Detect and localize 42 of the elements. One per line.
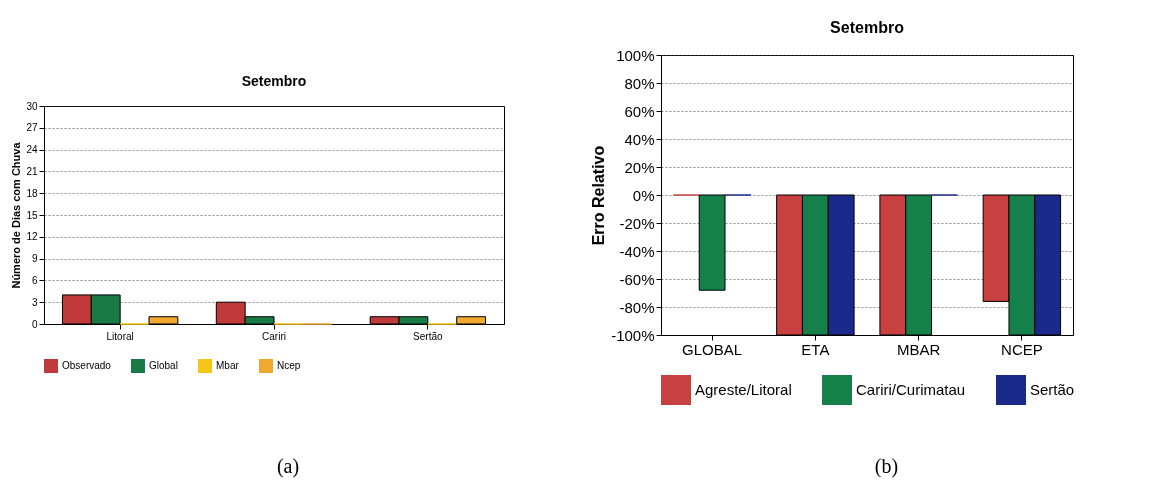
y-tick-label: 60% — [624, 102, 655, 120]
y-tick-label: -60% — [619, 270, 655, 288]
x-tick-label: Cariri — [262, 330, 286, 342]
x-tick-label: GLOBAL — [682, 340, 743, 358]
legend-label: Mbar — [216, 360, 240, 371]
x-tick-label: MBAR — [896, 340, 941, 358]
y-tick-label: 100% — [616, 46, 655, 64]
y-axis-title: Número de Dias com Chuva — [10, 141, 23, 289]
legend-label: Global — [149, 360, 178, 371]
y-tick-label: 20% — [624, 158, 655, 176]
legend-label: Agreste/Litoral — [695, 381, 792, 398]
x-tick-label: Sertão — [413, 330, 444, 342]
y-tick-label: -40% — [619, 242, 655, 260]
y-tick-label: 27 — [26, 122, 38, 134]
y-tick-label: 80% — [624, 74, 655, 92]
y-tick-label: 21 — [26, 165, 38, 177]
y-axis-title: Erro Relativo — [590, 145, 608, 246]
y-tick-label: 30 — [26, 100, 38, 112]
legend-label: Sertão — [1030, 381, 1075, 398]
y-tick-label: 40% — [624, 130, 655, 148]
y-tick-label: 3 — [31, 296, 38, 308]
text: (b) — [873, 455, 900, 478]
legend-label: Cariri/Curimatau — [856, 381, 966, 398]
text: (a) — [275, 455, 301, 478]
y-tick-label: -20% — [619, 214, 655, 232]
y-tick-label: -100% — [611, 326, 655, 344]
chart-title: Setembro — [241, 73, 307, 89]
y-tick-label: -80% — [619, 298, 655, 316]
legend-label: Observado — [62, 360, 112, 371]
y-tick-label: 12 — [26, 231, 38, 243]
y-tick-label: 0 — [31, 318, 38, 330]
x-tick-label: NCEP — [1001, 340, 1043, 358]
chart-title: Setembro — [830, 19, 905, 36]
y-tick-label: 9 — [31, 253, 38, 265]
y-tick-label: 18 — [26, 187, 38, 199]
y-tick-label: 24 — [26, 144, 38, 156]
x-tick-label: ETA — [801, 340, 830, 358]
x-tick-label: Litoral — [106, 330, 134, 342]
y-tick-label: 0% — [632, 186, 655, 204]
legend-label: Ncep — [277, 360, 301, 371]
y-tick-label: 6 — [31, 274, 38, 286]
y-tick-label: 15 — [26, 209, 38, 221]
